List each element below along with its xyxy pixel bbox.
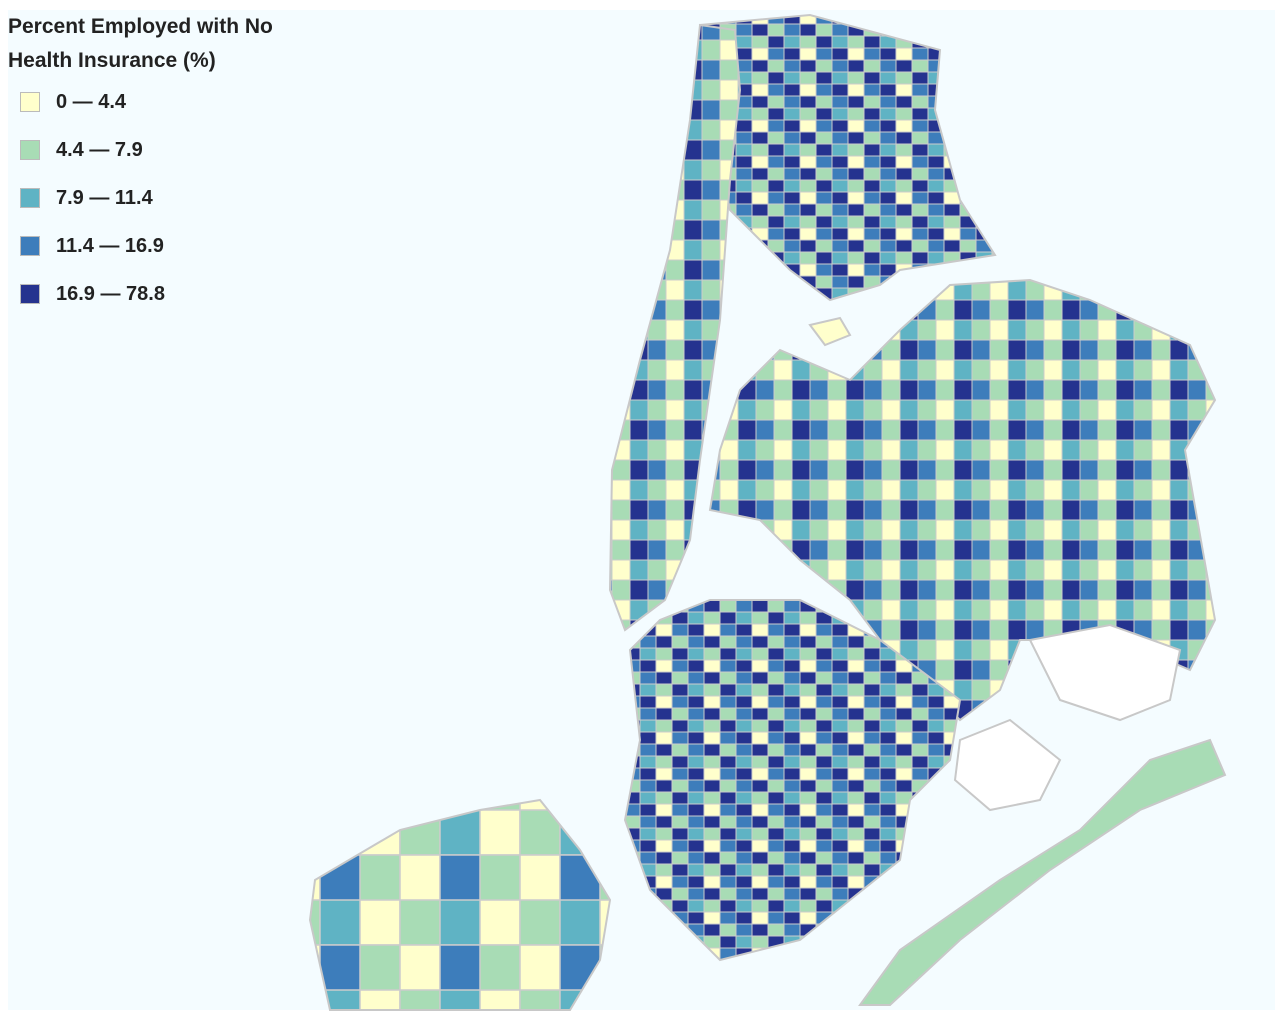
legend-label: 7.9 — 11.4 bbox=[56, 186, 153, 209]
rockaway bbox=[858, 738, 1227, 1006]
legend-title: Health Insurance (%) bbox=[8, 49, 216, 72]
jfk-airport bbox=[1028, 623, 1182, 722]
staten-island bbox=[308, 798, 612, 1011]
legend-swatch bbox=[20, 92, 40, 112]
legend-item: 7.9 — 11.4 bbox=[20, 174, 273, 222]
legend-label: 4.4 — 7.9 bbox=[56, 138, 143, 161]
legend-swatch bbox=[20, 188, 40, 208]
legend-label: 11.4 — 16.9 bbox=[56, 234, 164, 257]
manhattan bbox=[608, 23, 742, 632]
legend-label: 0 — 4.4 bbox=[56, 90, 127, 113]
legend-label: 16.9 — 78.8 bbox=[56, 282, 165, 305]
legend: Percent Employed with No Health Insuranc… bbox=[8, 10, 273, 318]
jamaica-bay-islands bbox=[953, 718, 1062, 812]
rikers-island bbox=[808, 316, 852, 347]
brooklyn bbox=[623, 599, 962, 962]
legend-swatch bbox=[20, 236, 40, 256]
legend-items: 0 — 4.4 4.4 — 7.9 7.9 — 11.4 11.4 — 16.9 16.… bbox=[8, 78, 273, 318]
legend-item: 16.9 — 78.8 bbox=[20, 270, 273, 318]
legend-swatch bbox=[20, 140, 40, 160]
legend-item: 11.4 — 16.9 bbox=[20, 222, 273, 270]
legend-title: Percent Employed with No bbox=[8, 15, 273, 38]
legend-swatch bbox=[20, 284, 40, 304]
legend-item: 0 — 4.4 bbox=[20, 78, 273, 126]
legend-item: 4.4 — 7.9 bbox=[20, 126, 273, 174]
